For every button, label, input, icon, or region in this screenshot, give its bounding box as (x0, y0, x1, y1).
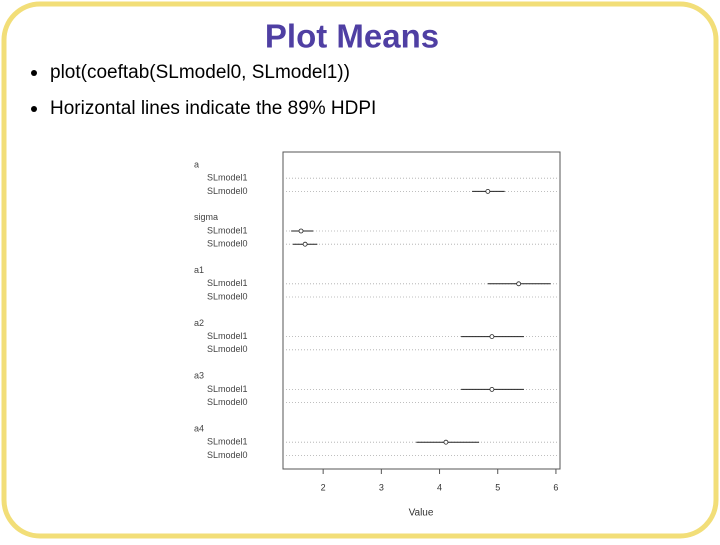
row-label: SLmodel0 (207, 344, 248, 354)
group-label: a (194, 159, 199, 169)
row-label: SLmodel1 (207, 437, 248, 447)
row-label: SLmodel0 (207, 239, 248, 249)
bullet: plot(coeftab(SLmodel0, SLmodel1)) (50, 62, 350, 83)
row-label: SLmodel1 (207, 331, 248, 341)
group-label: sigma (194, 212, 218, 222)
plot-box (282, 151, 561, 470)
row-label: SLmodel1 (207, 173, 248, 183)
point (489, 334, 495, 340)
group-label: a3 (194, 371, 204, 381)
group-label: a4 (194, 423, 204, 433)
slide-title: Plot Means (265, 18, 439, 55)
row-label: SLmodel1 (207, 225, 248, 235)
point (516, 281, 522, 287)
x-tick-label: 5 (495, 482, 500, 492)
bullet-dot (31, 70, 37, 76)
x-tick-label: 3 (379, 482, 384, 492)
bullet-dot (31, 106, 37, 112)
x-tick-label: 2 (321, 482, 326, 492)
group-label: a1 (194, 265, 204, 275)
point (489, 386, 495, 392)
point (443, 439, 449, 445)
point (298, 228, 304, 234)
bullet: Horizontal lines indicate the 89% HDPI (50, 98, 376, 119)
row-label: SLmodel0 (207, 186, 248, 196)
row-label: SLmodel0 (207, 291, 248, 301)
row-label: SLmodel1 (207, 384, 248, 394)
point (485, 188, 491, 194)
point (302, 241, 308, 247)
x-axis-label: Value (409, 508, 434, 519)
row-label: SLmodel0 (207, 450, 248, 460)
row-label: SLmodel1 (207, 278, 248, 288)
x-tick-label: 6 (553, 482, 558, 492)
x-tick-label: 4 (437, 482, 442, 492)
group-label: a2 (194, 318, 204, 328)
row-label: SLmodel0 (207, 397, 248, 407)
